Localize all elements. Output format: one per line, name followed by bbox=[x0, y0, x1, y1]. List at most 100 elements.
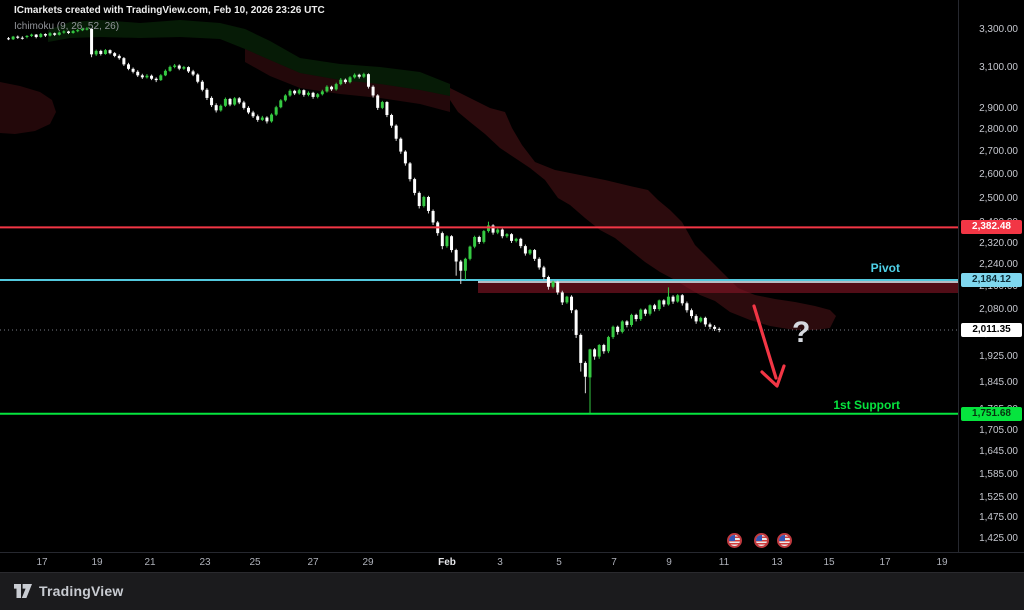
candle-body bbox=[505, 234, 509, 237]
tradingview-logo-text: TradingView bbox=[39, 583, 124, 599]
candle-body bbox=[454, 250, 458, 262]
candle-body bbox=[357, 74, 361, 77]
candle-body bbox=[588, 349, 592, 378]
candle-body bbox=[579, 334, 583, 363]
candle-body bbox=[662, 300, 666, 305]
watermark-attribution: ICmarkets created with TradingView.com, … bbox=[14, 5, 325, 16]
candle-body bbox=[413, 179, 417, 193]
candle-body bbox=[523, 246, 527, 254]
candle-body bbox=[233, 98, 237, 105]
price-tick: 2,080.00 bbox=[979, 304, 1018, 316]
time-tick: 19 bbox=[91, 557, 103, 568]
candle-body bbox=[30, 34, 34, 36]
candle-body bbox=[136, 71, 140, 76]
candle-body bbox=[390, 115, 394, 126]
candle-body bbox=[399, 138, 403, 152]
candle-body bbox=[150, 75, 154, 79]
candle-body bbox=[53, 33, 57, 35]
candle-body bbox=[7, 38, 10, 40]
candle-body bbox=[537, 258, 541, 268]
price-tick: 2,800.00 bbox=[979, 124, 1018, 136]
candle-body bbox=[717, 328, 721, 330]
candle-body bbox=[251, 112, 255, 117]
price-tick: 1,475.00 bbox=[979, 512, 1018, 524]
candle-body bbox=[690, 310, 694, 317]
candle-body bbox=[565, 296, 569, 303]
time-tick: 19 bbox=[936, 557, 948, 568]
candle-body bbox=[616, 326, 620, 332]
candle-body bbox=[620, 321, 624, 332]
price-tick: 2,600.00 bbox=[979, 168, 1018, 180]
candle-body bbox=[168, 66, 172, 71]
candle-body bbox=[510, 234, 514, 241]
candle-body bbox=[103, 50, 107, 54]
candle-body bbox=[210, 97, 214, 106]
candle-body bbox=[408, 163, 412, 180]
candle-body bbox=[330, 86, 334, 90]
candle-body bbox=[366, 74, 370, 87]
candle-body bbox=[426, 196, 430, 211]
price-axis[interactable]: 3,300.00 3,100.00 2,900.00 2,800.00 2,700.00… bbox=[958, 0, 1024, 552]
candle-body bbox=[246, 107, 250, 113]
support-price-label: 1,751.68 bbox=[961, 406, 1022, 421]
candle-body bbox=[634, 314, 638, 320]
tradingview-logo[interactable]: TradingView bbox=[14, 583, 123, 599]
support-text-annotation[interactable]: 1st Support bbox=[833, 398, 900, 412]
arrow-head bbox=[760, 364, 786, 388]
candle-body bbox=[657, 300, 661, 310]
candle-body bbox=[99, 50, 103, 54]
candle-body bbox=[694, 316, 698, 322]
candle-body bbox=[306, 92, 310, 95]
candle-body bbox=[316, 94, 320, 97]
price-tick: 2,320.00 bbox=[979, 237, 1018, 249]
price-tick: 3,100.00 bbox=[979, 62, 1018, 74]
candle-body bbox=[293, 90, 297, 94]
candlesticks[interactable] bbox=[7, 27, 721, 414]
candle-body bbox=[80, 29, 84, 31]
candle-body bbox=[519, 238, 523, 247]
question-mark-annotation[interactable]: ? bbox=[792, 316, 811, 349]
economic-event-icon-usd[interactable] bbox=[776, 533, 792, 548]
price-chart-canvas[interactable] bbox=[0, 0, 958, 552]
price-tick: 1,925.00 bbox=[979, 351, 1018, 363]
candle-body bbox=[699, 317, 703, 322]
candle-body bbox=[159, 75, 163, 81]
candle-body bbox=[223, 98, 227, 106]
candle-body bbox=[630, 314, 634, 325]
pivot-text-annotation[interactable]: Pivot bbox=[870, 261, 900, 275]
bottom-brand-bar: TradingView bbox=[0, 572, 1024, 610]
economic-event-icon-usd[interactable] bbox=[726, 533, 742, 548]
time-tick: 7 bbox=[611, 557, 617, 568]
candle-body bbox=[191, 71, 195, 75]
candle-body bbox=[283, 95, 287, 101]
time-tick: 23 bbox=[199, 557, 211, 568]
arrow-drawing[interactable] bbox=[752, 304, 786, 388]
candle-body bbox=[214, 105, 218, 111]
candle-body bbox=[265, 117, 269, 122]
candle-body bbox=[468, 246, 472, 259]
candle-body bbox=[122, 58, 126, 65]
candle-body bbox=[606, 337, 610, 352]
candle-body bbox=[173, 65, 177, 67]
price-tick: 2,240.00 bbox=[979, 259, 1018, 271]
time-tick: 11 bbox=[718, 557, 730, 568]
economic-event-icon-usd[interactable] bbox=[753, 533, 769, 548]
candle-body bbox=[186, 67, 190, 72]
time-axis[interactable]: 17 19 21 23 25 27 29 Feb 3 5 7 9 11 13 15 17 19 bbox=[0, 552, 1024, 572]
candle-body bbox=[648, 305, 652, 314]
time-tick: 3 bbox=[497, 557, 503, 568]
candle-body bbox=[403, 151, 407, 164]
candle-body bbox=[440, 233, 444, 247]
time-tick: 17 bbox=[879, 557, 891, 568]
candle-body bbox=[25, 35, 29, 38]
price-tick: 1,845.00 bbox=[979, 376, 1018, 388]
candle-body bbox=[270, 114, 274, 122]
candle-body bbox=[611, 326, 615, 338]
candle-body bbox=[685, 303, 689, 311]
candle-body bbox=[643, 309, 647, 314]
indicator-legend-ichimoku[interactable]: Ichimoku (9, 26, 52, 26) bbox=[14, 21, 120, 32]
chart-pane[interactable]: ICmarkets created with TradingView.com, … bbox=[0, 0, 958, 552]
candle-body bbox=[708, 324, 712, 327]
candle-body bbox=[491, 225, 495, 233]
candle-body bbox=[473, 236, 477, 247]
